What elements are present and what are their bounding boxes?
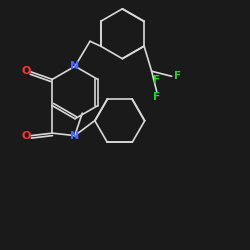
Text: O: O xyxy=(22,130,31,140)
Text: F: F xyxy=(153,92,160,102)
Text: N: N xyxy=(70,61,80,71)
Text: N: N xyxy=(70,130,80,140)
Text: F: F xyxy=(153,75,160,85)
Text: F: F xyxy=(174,71,182,81)
Text: O: O xyxy=(22,66,31,76)
